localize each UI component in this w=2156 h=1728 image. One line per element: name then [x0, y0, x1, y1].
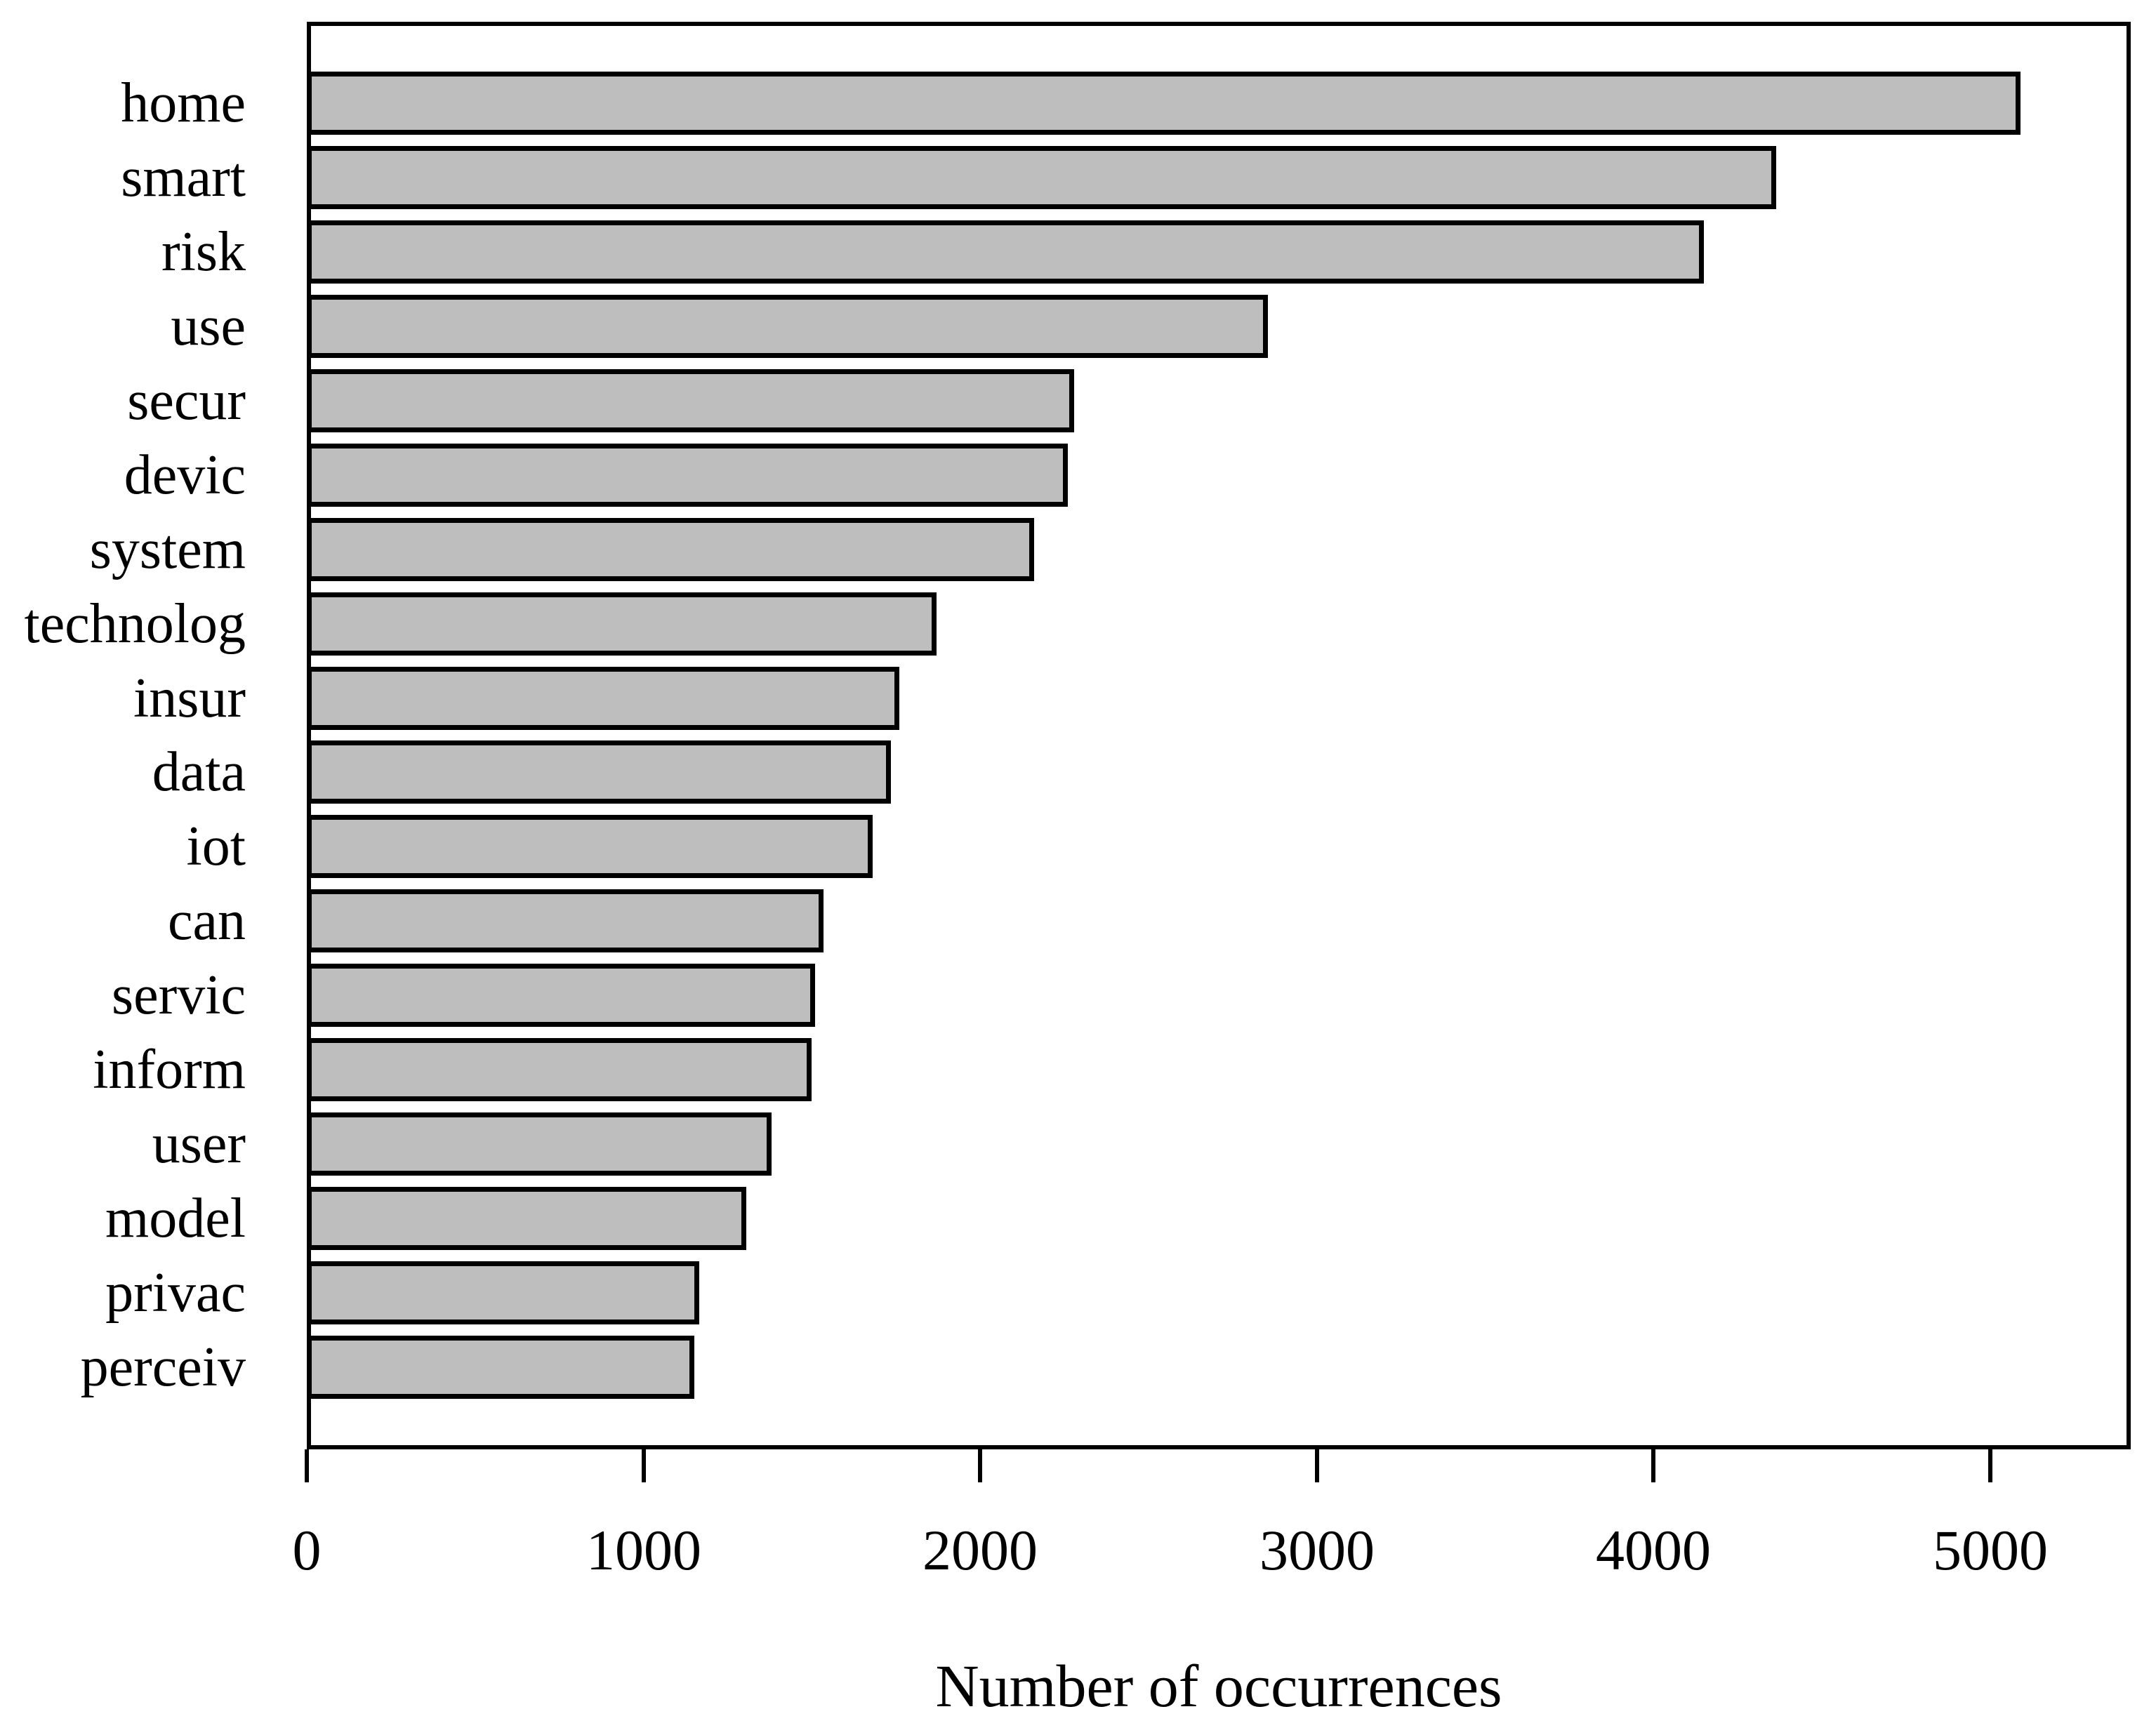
y-axis-label: secur	[127, 370, 246, 432]
bar	[307, 295, 1268, 358]
y-axis-label: user	[152, 1113, 246, 1175]
x-axis-tick-label: 4000	[1596, 1518, 1711, 1582]
y-axis-label: privac	[105, 1262, 246, 1324]
y-axis-label: technolog	[24, 593, 246, 655]
bar	[307, 369, 1074, 432]
x-axis-tick-label: 3000	[1259, 1518, 1375, 1582]
x-axis-tick	[1988, 1449, 1992, 1482]
y-axis-label: perceiv	[80, 1336, 246, 1398]
bar	[307, 1112, 772, 1176]
bar	[307, 518, 1034, 581]
bar	[307, 146, 1776, 209]
bar	[307, 1038, 812, 1101]
bar	[307, 815, 873, 878]
x-axis-tick	[642, 1449, 646, 1482]
bar	[307, 72, 2021, 135]
x-axis-tick	[1315, 1449, 1319, 1482]
x-axis-tick-label: 1000	[586, 1518, 701, 1582]
x-axis-tick	[1651, 1449, 1655, 1482]
y-axis-label: inform	[93, 1039, 246, 1101]
y-axis-label: can	[167, 890, 246, 952]
y-axis-label: insur	[133, 667, 246, 729]
y-axis-label: use	[171, 295, 246, 357]
bar	[307, 889, 824, 952]
bar	[307, 667, 899, 730]
y-axis-label: devic	[124, 444, 246, 506]
y-axis-label: iot	[186, 816, 246, 877]
y-axis-label: model	[105, 1188, 246, 1249]
y-axis-label: home	[121, 72, 246, 134]
x-axis-tick	[978, 1449, 982, 1482]
plot-area	[307, 22, 2131, 1449]
bar	[307, 1261, 699, 1324]
y-axis-label: servic	[111, 964, 246, 1026]
x-axis-tick	[305, 1449, 309, 1482]
bar	[307, 964, 815, 1027]
bar	[307, 592, 937, 656]
x-axis-title: Number of occurrences	[935, 1652, 1502, 1720]
bar	[307, 1336, 694, 1399]
x-axis-tick-label: 0	[292, 1518, 322, 1582]
bar	[307, 1187, 746, 1250]
y-axis-label: system	[89, 519, 246, 580]
bar	[307, 740, 891, 804]
y-axis-label: smart	[121, 147, 246, 208]
x-axis-tick-label: 2000	[922, 1518, 1038, 1582]
bar	[307, 220, 1704, 284]
y-axis-label: risk	[161, 221, 246, 283]
bar	[307, 444, 1068, 507]
y-axis-label: data	[152, 741, 246, 803]
x-axis-tick-label: 5000	[1933, 1518, 2048, 1582]
